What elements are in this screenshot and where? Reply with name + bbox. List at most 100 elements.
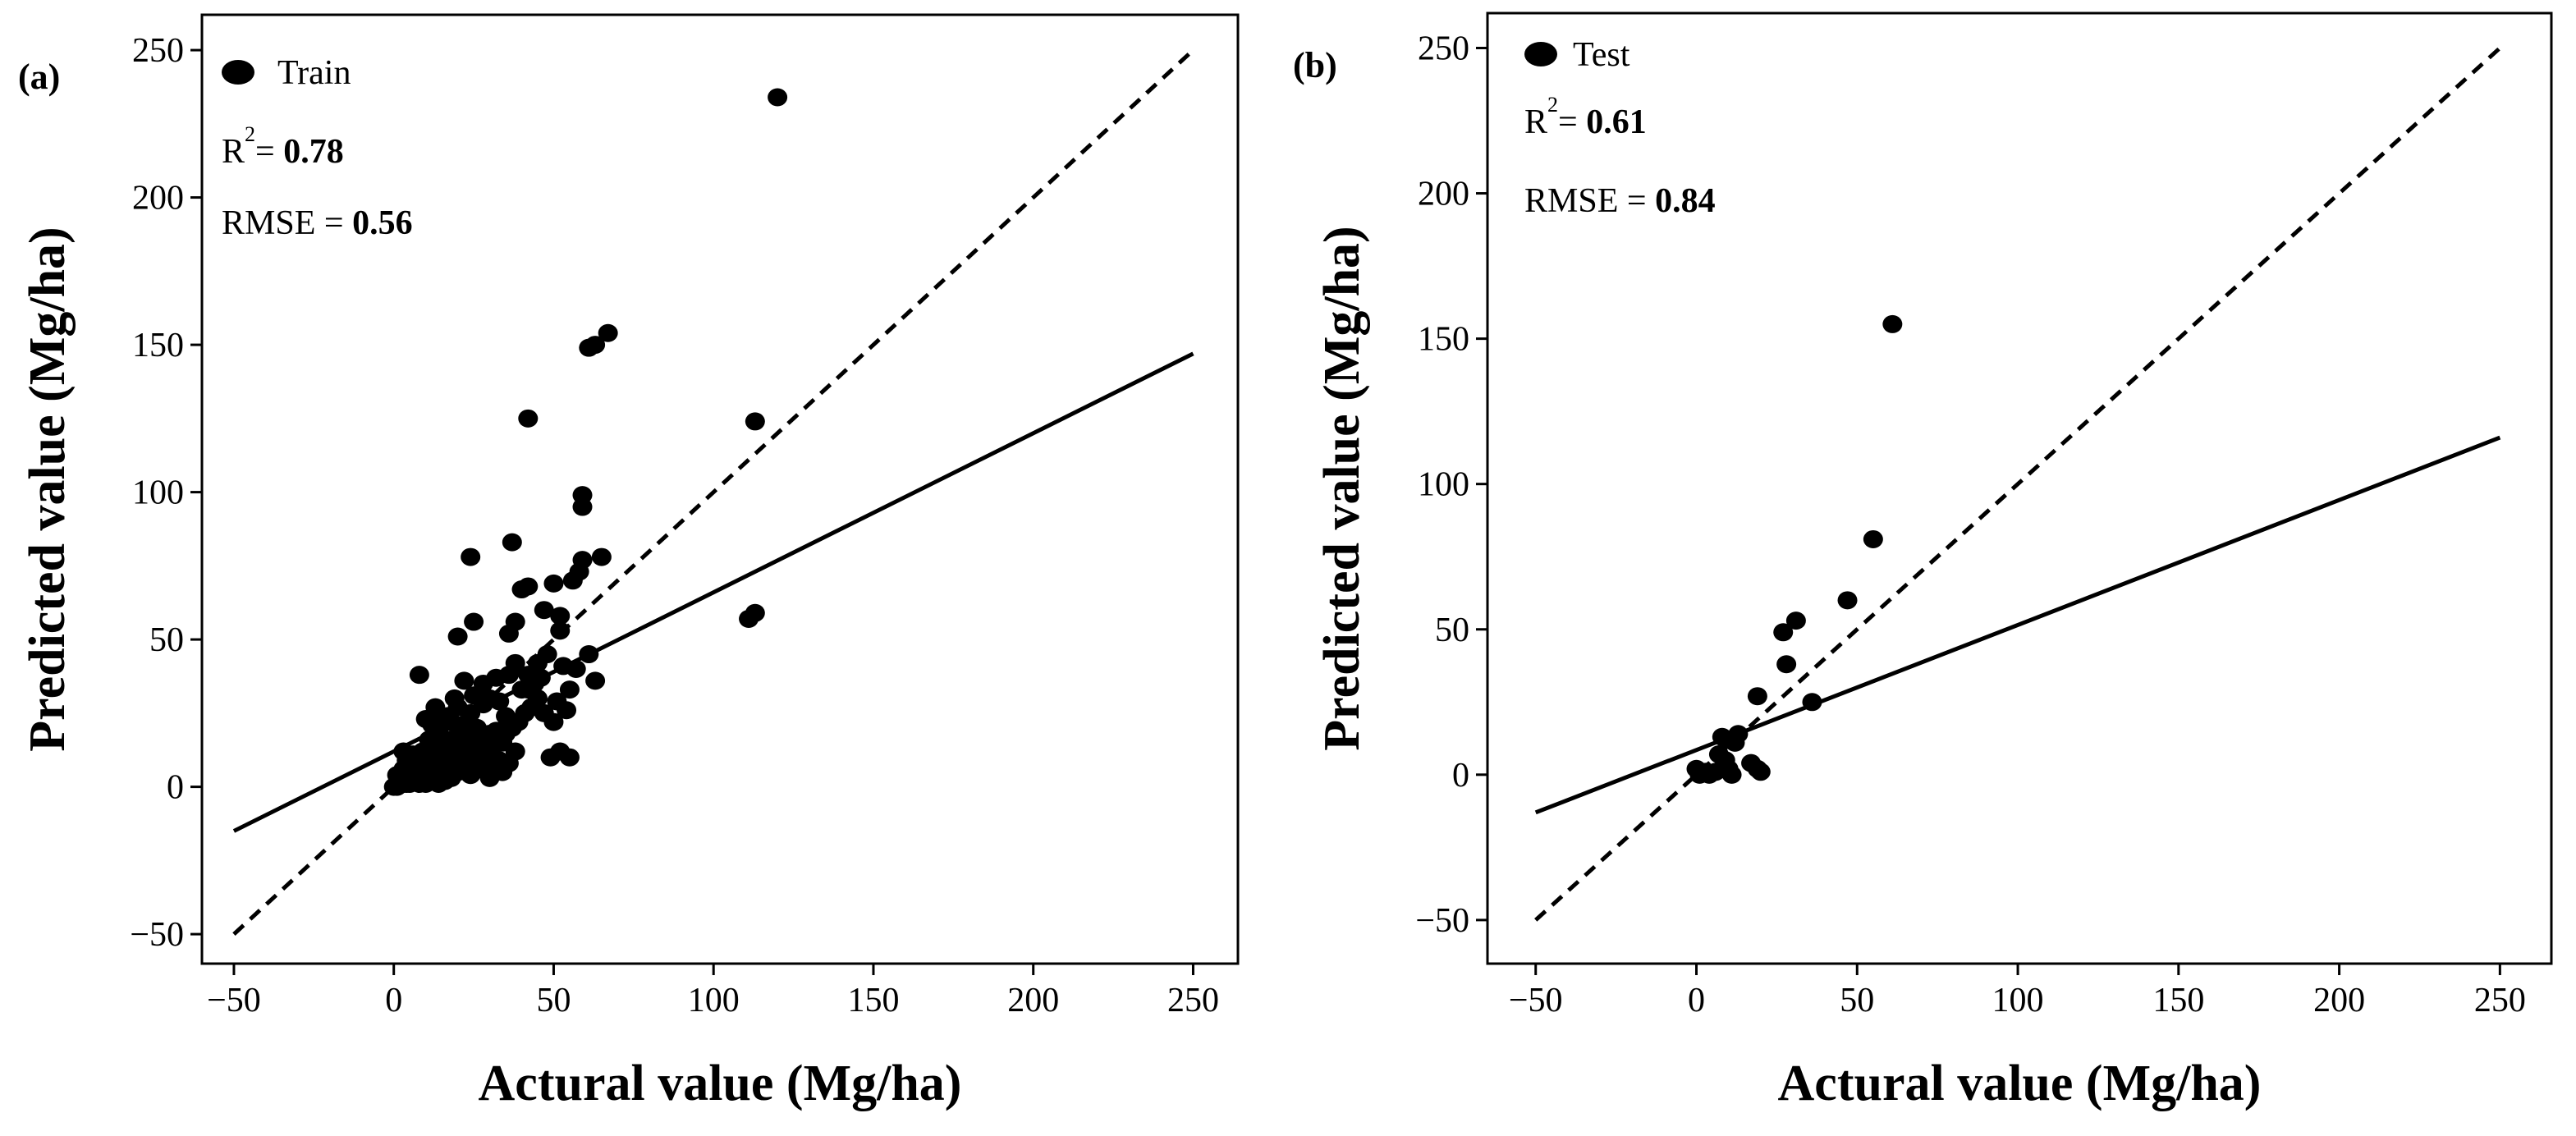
- panel-a: −50 0 50 100 150 200 250 −50 0 50 100 150 200 250 (a) T…: [18, 13, 1240, 1111]
- panel-a-r2-superscript: 2: [245, 122, 255, 146]
- panel-a-data-point: [557, 701, 577, 720]
- panel-a-x-tick-label: 50: [536, 982, 571, 1019]
- panel-b-r2-equals: =: [1558, 103, 1586, 141]
- panel-a-data-point: [550, 621, 571, 640]
- panel-a-r2-annotation: R2= 0.78: [222, 122, 344, 171]
- panel-b-y-tick-label: 0: [1452, 757, 1469, 795]
- panel-b-data-point: [1699, 765, 1720, 784]
- panel-b-fit-line: [1534, 435, 2501, 815]
- panel-b-x-axis-title: Actural value (Mg/ha): [1778, 1056, 2262, 1111]
- panel-a-data-point: [572, 497, 593, 516]
- panel-a-data-point: [473, 674, 493, 693]
- panel-b-data-point: [1721, 765, 1742, 784]
- panel-a-x-axis-title: Actural value (Mg/ha): [479, 1056, 962, 1111]
- panel-a-legend-text: Train: [277, 54, 351, 92]
- panel-a-data-point: [447, 627, 468, 646]
- panel-b-x-tick-label: 100: [1992, 982, 2044, 1019]
- panel-a-y-tick-label: 200: [132, 180, 184, 218]
- panel-b-x-tick-label: 150: [2152, 982, 2204, 1019]
- panel-b-label: (b): [1293, 45, 1337, 85]
- panel-a-data-point: [502, 533, 522, 552]
- panel-b-data-point: [1747, 687, 1767, 706]
- panel-b-x-tick-label: −50: [1509, 982, 1563, 1019]
- panel-a-rmse-label: RMSE =: [222, 204, 352, 242]
- panel-a-label: (a): [18, 57, 60, 97]
- panel-b-r2-superscript: 2: [1547, 93, 1558, 117]
- panel-a-data-point: [425, 698, 446, 717]
- panel-b-r2-symbol: R: [1524, 103, 1547, 141]
- panel-a-y-axis-title: Predicted value (Mg/ha): [20, 227, 76, 751]
- panel-b-x-tick-label: 0: [1688, 982, 1705, 1019]
- panel-b-y-tick-label: 200: [1418, 176, 1469, 213]
- panel-a-data-point: [579, 645, 599, 664]
- panel-a-data-point: [409, 666, 429, 685]
- panel-a-data-point: [454, 671, 474, 690]
- panel-b-y-tick-label: 100: [1418, 466, 1469, 504]
- panel-a-data-point: [591, 547, 612, 566]
- panel-a-identity-line: [232, 48, 1195, 936]
- panel-a-x-tick-label: 150: [847, 982, 899, 1019]
- panel-b-x-tick-label: 200: [2313, 982, 2365, 1019]
- panel-a-x-tick-label: −50: [207, 982, 261, 1019]
- panel-b-identity-line: [1534, 46, 2502, 922]
- panel-a-data-point: [390, 775, 410, 794]
- panel-b-data-point: [1863, 529, 1883, 548]
- panel-a-data-point: [543, 574, 564, 593]
- panel-a-data-point: [476, 745, 497, 764]
- panel-a-data-point: [527, 689, 548, 708]
- panel-a-x-tick-label: 100: [688, 982, 740, 1019]
- panel-b-data-point: [1725, 733, 1745, 752]
- panel-a-data-point: [745, 412, 765, 431]
- panel-a-data-point: [498, 624, 519, 643]
- panel-b-axes-frame: [1486, 11, 2553, 965]
- panel-a-data-point: [585, 671, 606, 690]
- panel-a-fit-line: [232, 351, 1194, 833]
- panel-b-y-tick-label: 50: [1435, 612, 1469, 649]
- panel-b-r2-annotation: R2= 0.61: [1524, 93, 1647, 141]
- panel-b-legend-marker: [1524, 42, 1557, 66]
- panel-b-x-tick-label: 250: [2474, 982, 2526, 1019]
- panel-a-data-point: [540, 748, 561, 767]
- panel-b-rmse-annotation: RMSE = 0.84: [1524, 182, 1716, 220]
- panel-a-data-point: [486, 721, 506, 740]
- panel-a-data-point: [393, 742, 414, 761]
- panel-a-x-tick-label: 200: [1007, 982, 1059, 1019]
- panel-b-x-tick-label: 50: [1840, 982, 1874, 1019]
- panel-a-data-point: [553, 657, 574, 676]
- panel-b-y-axis-title: Predicted value (Mg/ha): [1314, 226, 1370, 750]
- panel-a-data-point: [464, 612, 484, 631]
- panel-a-data-point: [534, 601, 554, 620]
- panel-a-data-point: [511, 580, 532, 599]
- panel-b-data-point: [1750, 763, 1771, 781]
- panel-a-y-tick-label: 250: [132, 32, 184, 70]
- panel-a-rmse-annotation: RMSE = 0.56: [222, 204, 413, 242]
- panel-b-r2-value: 0.61: [1586, 103, 1647, 141]
- panel-a-data-point: [579, 338, 599, 357]
- panel-a-data-point: [598, 323, 618, 342]
- panel-a-data-point: [559, 680, 580, 699]
- panel-a-rmse-value: 0.56: [352, 204, 413, 242]
- panel-a-r2-equals: =: [255, 133, 283, 171]
- panel-a-data-point: [493, 763, 513, 781]
- panel-a-y-tick-label: 50: [149, 621, 184, 659]
- panel-a-y-tick-label: 150: [132, 327, 184, 364]
- panel-a-y-tick-label: −50: [130, 916, 184, 954]
- panel-a-legend-marker: [222, 60, 254, 85]
- panel-b-data-point: [1882, 314, 1903, 333]
- panel-a-data-point: [739, 609, 759, 628]
- panel-a-data-point: [768, 88, 788, 107]
- panel-b-data-point: [1837, 591, 1858, 610]
- panel-a-axes-frame: [200, 13, 1240, 965]
- panel-a-data-point: [562, 571, 583, 590]
- panel-b-rmse-label: RMSE =: [1524, 182, 1655, 220]
- panel-a-data-point: [496, 707, 516, 726]
- panel-a-data-point: [530, 668, 551, 687]
- panel-b-y-tick-label: 250: [1418, 30, 1469, 67]
- panel-b-y-tick-label: 150: [1418, 321, 1469, 359]
- panel-b-legend-text: Test: [1573, 36, 1630, 74]
- panel-b-data-point: [1773, 623, 1794, 642]
- panel-a-x-tick-label: 250: [1167, 982, 1219, 1019]
- panel-a-data-point: [559, 748, 580, 767]
